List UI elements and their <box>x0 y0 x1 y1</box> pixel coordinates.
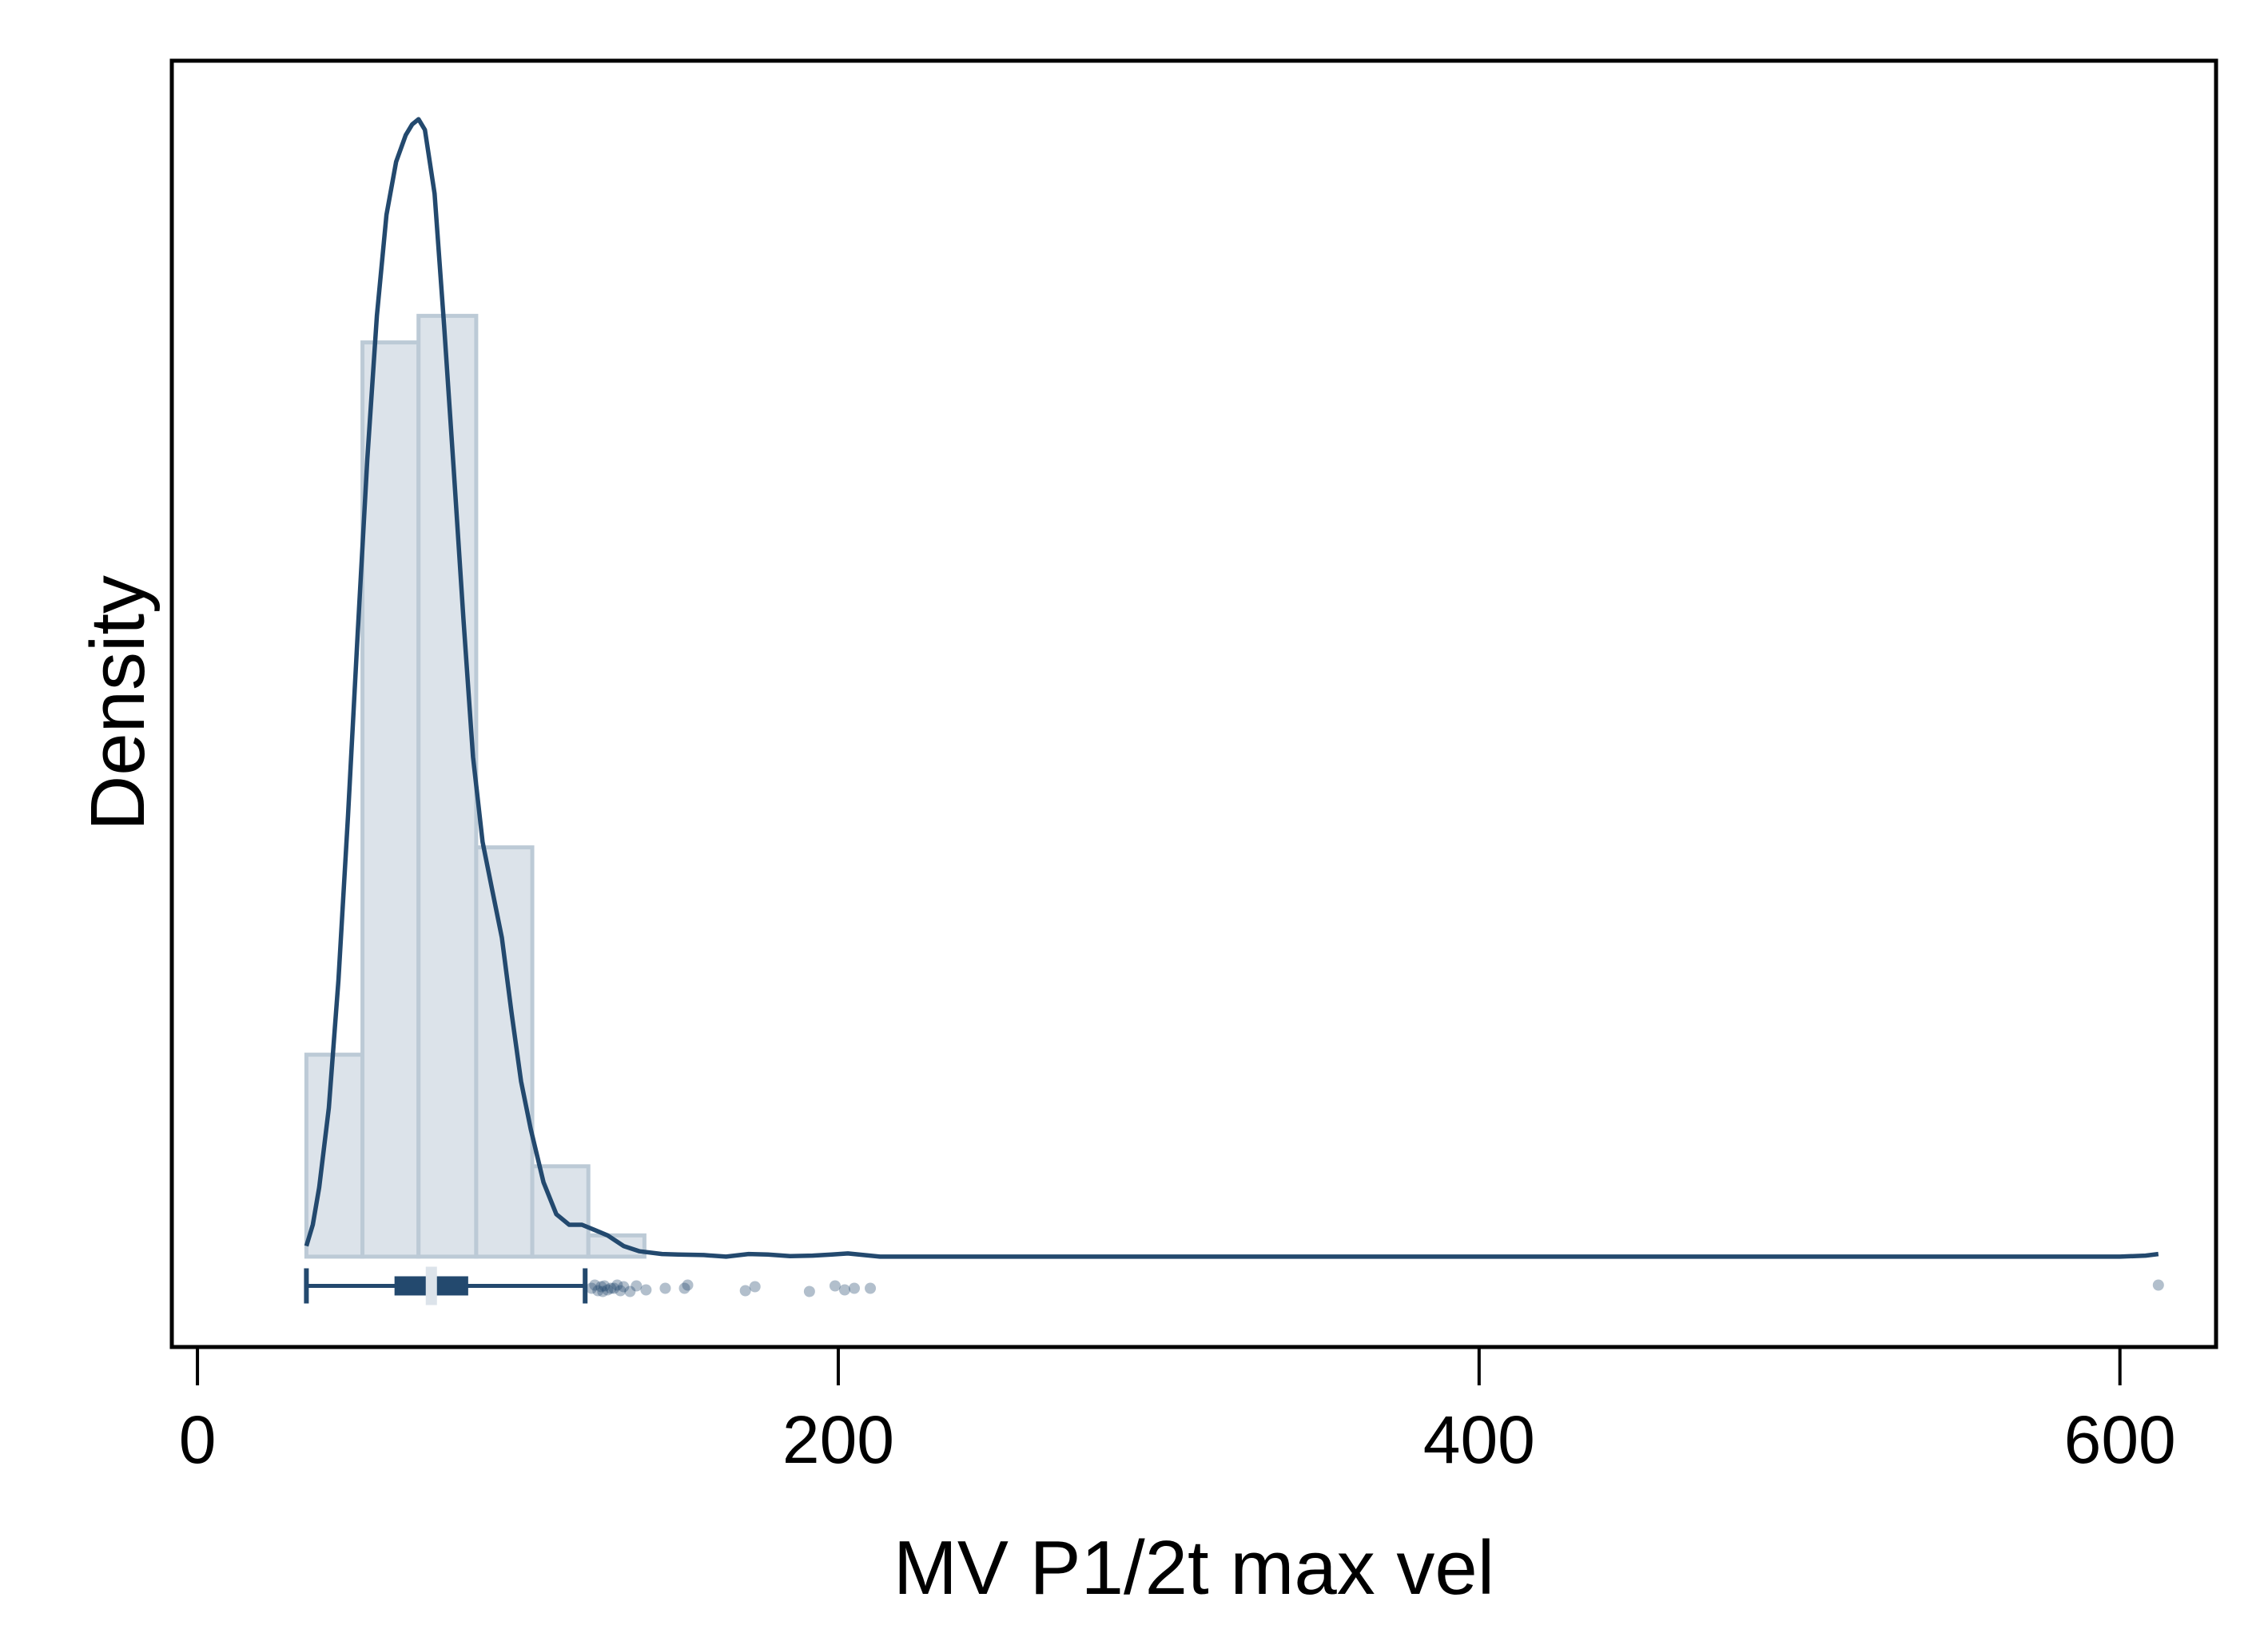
x-axis: 0 200 400 600 <box>179 1349 2176 1477</box>
boxplot-outlier-point <box>849 1282 861 1294</box>
boxplot-outlier-point <box>749 1281 761 1293</box>
boxplot-median-marker <box>425 1266 437 1305</box>
kde-line <box>304 117 2159 1259</box>
boxplot-outlier-point <box>602 1284 614 1296</box>
boxplot-outlier-point <box>659 1282 671 1294</box>
boxplot-outlier-point <box>682 1279 694 1291</box>
kde-curve-layer <box>304 117 2159 1259</box>
boxplot-outlier-point <box>829 1280 841 1292</box>
plot-frame <box>169 58 2218 1349</box>
boxplot-outlier-point <box>595 1281 607 1293</box>
boxplot-outlier-point <box>592 1285 604 1297</box>
boxplot-outlier-point <box>615 1285 627 1297</box>
boxplot-outlier-point <box>597 1285 609 1297</box>
boxplot-outlier-point <box>838 1284 850 1296</box>
x-axis-title: MV P1/2t max vel <box>893 1525 1494 1611</box>
x-tick-label: 200 <box>782 1402 894 1477</box>
boxplot-outlier-point <box>586 1282 598 1294</box>
boxplot-outlier-point <box>739 1285 751 1297</box>
x-tick-label: 400 <box>1423 1402 1535 1477</box>
boxplot-outlier-point <box>678 1282 690 1294</box>
boxplot-outlier-point <box>2152 1279 2164 1291</box>
boxplot-outlier-point <box>640 1284 652 1296</box>
boxplot-outlier-point <box>605 1282 617 1294</box>
boxplot-outlier-point <box>589 1279 601 1291</box>
histogram-bar-3 <box>416 313 479 1259</box>
x-tick-label: 0 <box>179 1402 217 1477</box>
boxplot-outlier-point <box>631 1280 643 1292</box>
boxplot-outlier-point <box>611 1279 623 1291</box>
histogram-bar-2 <box>360 340 421 1259</box>
boxplot-outlier-point <box>865 1282 877 1294</box>
boxplot-outlier-point <box>618 1281 630 1293</box>
boxplot-outlier-point <box>624 1285 636 1297</box>
boxplot-outlier-point <box>608 1282 620 1294</box>
histogram-bar-1 <box>304 1052 365 1259</box>
histogram-bar-6 <box>586 1233 647 1259</box>
y-axis-title: Density <box>75 575 161 831</box>
x-tick-label: 600 <box>2064 1402 2176 1477</box>
boxplot-outlier-point <box>599 1280 611 1292</box>
boxplot-outlier-point <box>803 1285 815 1297</box>
boxplot-layer <box>304 1266 2164 1305</box>
histogram-bar-4 <box>474 845 535 1259</box>
